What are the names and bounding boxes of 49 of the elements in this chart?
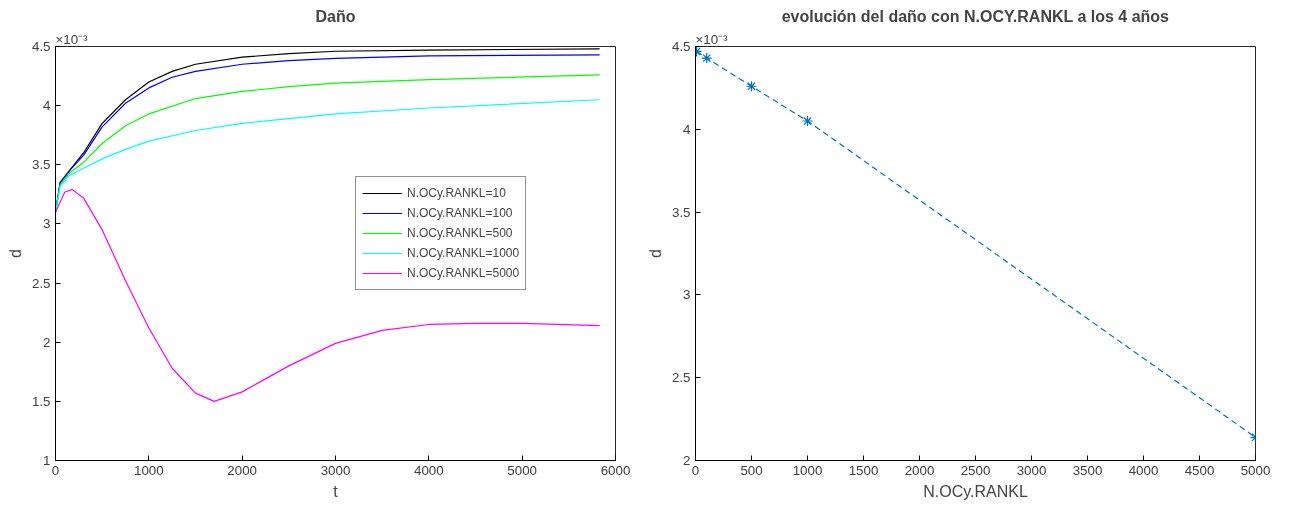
y-tick-label: 1.5 bbox=[31, 393, 51, 409]
annotation: ×10⁻³ bbox=[55, 31, 89, 47]
x-tick-label: 6000 bbox=[600, 462, 631, 478]
chart-title: Daño bbox=[315, 7, 356, 25]
x-tick-label: 500 bbox=[740, 462, 763, 478]
x-tick-label: 0 bbox=[51, 462, 60, 478]
x-tick-label: 5000 bbox=[1240, 462, 1271, 478]
legend-label: N.OCy.RANKL=5000 bbox=[407, 266, 520, 280]
y-tick-label: 2 bbox=[43, 334, 51, 350]
y-tick-label: 3.5 bbox=[671, 204, 691, 220]
y-tick-label: 4.5 bbox=[671, 39, 691, 54]
x-tick-label: 1000 bbox=[792, 462, 823, 478]
x-axis-title: N.OCy.RANKL bbox=[923, 482, 1028, 500]
point bbox=[745, 80, 758, 92]
y-tick-label: 4.5 bbox=[31, 39, 51, 54]
y-axis-title: d bbox=[6, 249, 24, 258]
legend-label: N.OCy.RANKL=100 bbox=[407, 206, 513, 220]
x-tick-label: 1500 bbox=[848, 462, 879, 478]
y-tick-label: 4 bbox=[43, 98, 52, 114]
x-tick-label: 2000 bbox=[904, 462, 935, 478]
x-tick-label: 2000 bbox=[227, 462, 257, 478]
x-tick-label: 0 bbox=[691, 462, 700, 478]
x-tick-label: 4000 bbox=[1128, 462, 1159, 478]
y-tick-label: 1 bbox=[43, 453, 51, 468]
legend-label: N.OCy.RANKL=1000 bbox=[407, 246, 520, 260]
y-tick-label: 4 bbox=[683, 121, 692, 137]
line-series bbox=[55, 189, 601, 402]
legend-label: N.OCy.RANKL=500 bbox=[407, 226, 513, 240]
y-axis-title: d bbox=[646, 249, 664, 258]
y-tick-label: 2.5 bbox=[671, 370, 691, 386]
point bbox=[701, 52, 713, 64]
x-tick-label: 4000 bbox=[414, 462, 444, 478]
y-tick-label: 3 bbox=[683, 287, 691, 303]
point bbox=[801, 115, 814, 127]
x-tick-label: 2500 bbox=[960, 462, 991, 478]
x-tick-label: 1000 bbox=[134, 462, 164, 478]
x-axis-title: t bbox=[333, 482, 339, 500]
x-tick-label: 3500 bbox=[1072, 462, 1103, 478]
x-tick-label: 5000 bbox=[507, 462, 537, 478]
x-tick-label: 3000 bbox=[320, 462, 351, 478]
y-tick-label: 3 bbox=[43, 216, 51, 232]
legend-label: N.OCy.RANKL=10 bbox=[407, 186, 506, 200]
x-tick-label: 3000 bbox=[1016, 462, 1047, 478]
text: ×10⁻³ bbox=[695, 31, 729, 47]
y-tick-label: 2.5 bbox=[31, 275, 51, 291]
y-tick-label: 3.5 bbox=[31, 157, 51, 173]
x-tick-label: 4500 bbox=[1184, 462, 1215, 478]
y-tick-label: 2 bbox=[683, 453, 691, 468]
chart-title: evolución del daño con N.OCY.RANKL a los 4 años bbox=[781, 7, 1170, 25]
